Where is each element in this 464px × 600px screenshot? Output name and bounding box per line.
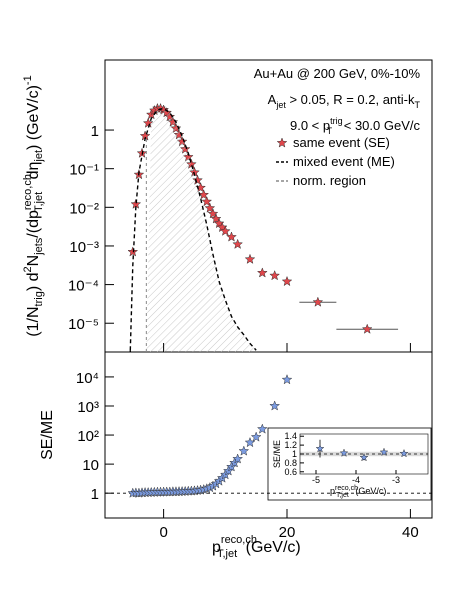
x-tick-label: -4 [352,475,360,485]
marker [204,202,216,213]
marker [315,443,325,453]
legend-label: norm. region [293,173,366,188]
marker [238,445,250,456]
x-tick-label: 40 [402,524,419,541]
y-tick-label: 10 [82,457,99,474]
legend-marker [276,137,288,148]
x-axis-title: preco,ch T,jet (GeV/c) [212,534,301,560]
me-curve [129,107,257,351]
y-tick-label: 1.4 [284,431,297,441]
plot-area [105,374,432,498]
marker [399,448,409,458]
marker [244,436,256,448]
inset-frame [267,427,432,501]
annotation: Au+Au @ 200 GeV, 0%-10% [254,66,421,81]
marker [361,323,373,334]
y-tick-label: 10⁻⁵ [68,316,99,333]
plot-area [127,102,399,352]
y-tick-label: 1 [91,123,99,140]
marker [244,253,256,264]
y-axis-title: SE/ME [39,410,56,460]
inset-y-title: SE/ME [272,440,282,468]
marker [359,452,369,462]
y-tick-label: 0.6 [284,467,297,477]
marker [256,267,268,278]
x-tick-label: -5 [312,475,320,485]
x-tick-label: -3 [392,475,400,485]
y-tick-label: 1.2 [284,440,297,450]
plot-area [300,439,428,462]
marker [250,431,262,442]
annotation: Ajet > 0.05, R = 0.2, anti-kT [268,92,421,110]
marker [127,246,139,257]
marker [281,374,293,385]
y-tick-label: 10² [77,428,99,445]
marker [210,213,222,224]
y-tick-label: 10³ [77,399,99,416]
marker [281,275,293,287]
inset-x-title: preco,ch T,jet (GeV/c) [330,485,386,499]
y-tick-label: 10⁻³ [69,239,99,256]
y-tick-label: 1 [292,449,297,459]
marker [232,453,244,464]
legend-label: same event (SE) [293,135,390,150]
y-axis-title: (1/Ntrig) d2Njets/(dpreco,chT,jet dηjet)… [22,75,45,336]
x-tick-label: 0 [159,524,167,541]
marker [207,208,219,219]
marker [226,231,237,242]
y-tick-label: 10⁻⁴ [68,278,99,295]
x-tick-label: 20 [279,524,296,541]
annotation: 9.0 < ptrig T < 30.0 GeV/c [290,116,420,136]
marker [198,189,210,200]
marker [232,238,244,249]
marker [269,269,281,281]
marker [269,400,281,411]
marker [201,195,213,207]
marker [256,423,268,434]
legend-label: mixed event (ME) [293,154,395,169]
marker [379,447,389,457]
y-tick-label: 0.8 [284,458,297,468]
y-tick-label: 10⁴ [76,370,99,387]
marker [312,296,324,307]
marker [219,225,231,236]
marker [339,448,349,457]
y-tick-label: 1 [91,486,99,503]
y-tick-label: 10⁻² [69,200,99,217]
y-tick-label: 10⁻¹ [69,162,99,179]
norm-hatch [146,108,257,352]
